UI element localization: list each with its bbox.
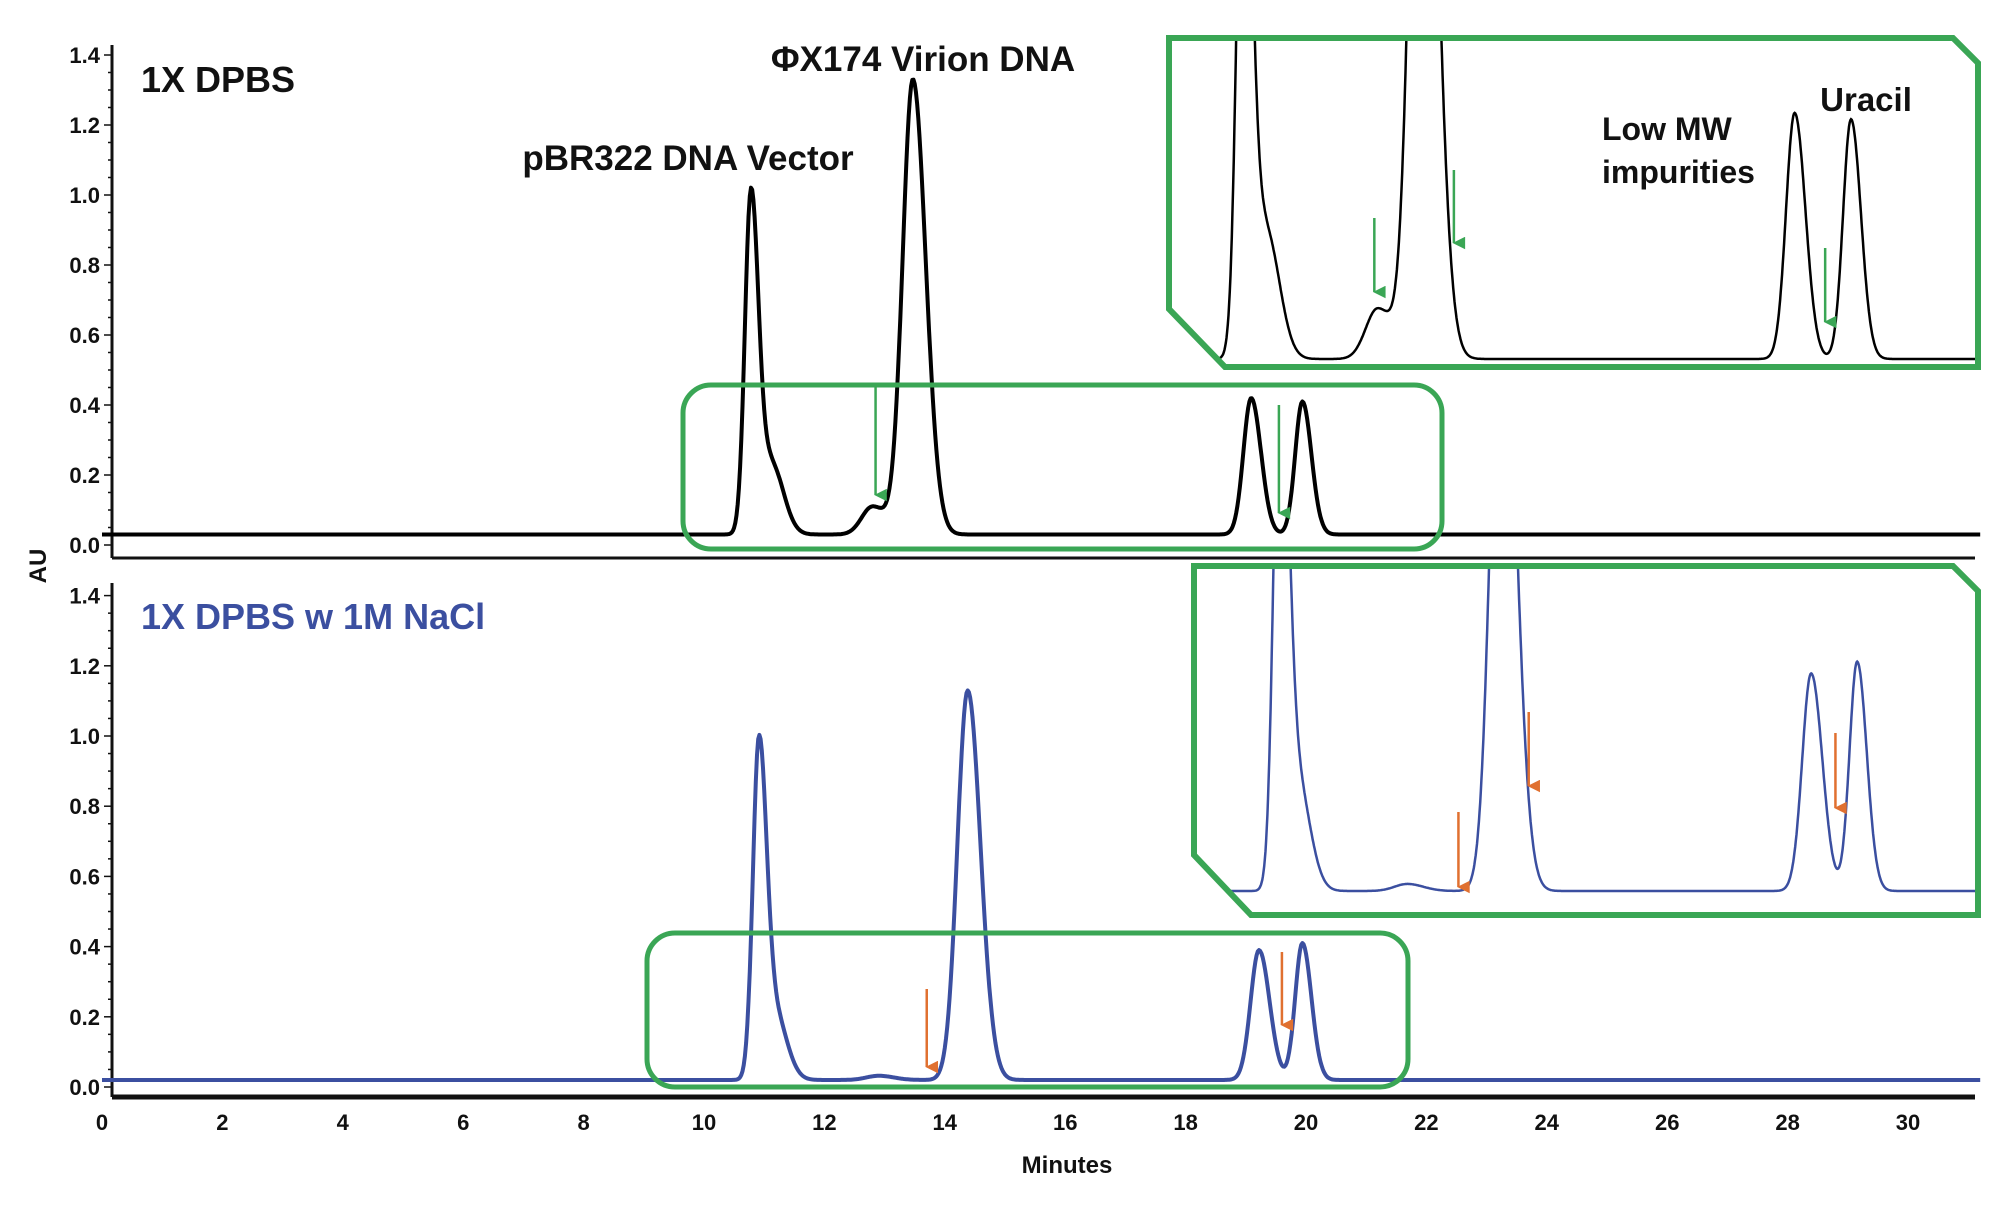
annotation-pbr322: pBR322 DNA Vector — [522, 139, 854, 178]
inset-background-top — [1169, 38, 1978, 367]
y-tick-label-bottom: 0.2 — [69, 1005, 100, 1030]
y-tick-label-bottom: 0.6 — [69, 864, 100, 889]
y-tick-label-top: 1.4 — [69, 43, 100, 68]
annotation-low-mw-2: impurities — [1602, 154, 1755, 190]
x-tick-label: 16 — [1053, 1110, 1077, 1135]
panel-title-bottom: 1X DPBS w 1M NaCl — [141, 596, 485, 637]
inset-top — [1169, 38, 1978, 367]
x-tick-label: 26 — [1655, 1110, 1679, 1135]
annotation-phix174: ΦX174 Virion DNA — [771, 40, 1075, 79]
x-tick-label: 10 — [692, 1110, 716, 1135]
x-tick-label: 18 — [1173, 1110, 1197, 1135]
x-tick-label: 8 — [577, 1110, 589, 1135]
x-tick-label: 22 — [1414, 1110, 1438, 1135]
x-tick-label: 12 — [812, 1110, 836, 1135]
y-tick-label-bottom: 1.4 — [69, 584, 100, 609]
y-tick-label-bottom: 0.4 — [69, 935, 100, 960]
x-tick-label: 6 — [457, 1110, 469, 1135]
trace-top — [101, 77, 1981, 537]
trace-bottom — [101, 688, 1981, 1082]
inset-background-bottom — [1194, 566, 1978, 915]
x-tick-label: 2 — [216, 1110, 228, 1135]
x-tick-label: 24 — [1535, 1110, 1560, 1135]
highlight-box-bottom — [644, 930, 1411, 1090]
x-tick-label: 20 — [1294, 1110, 1318, 1135]
y-tick-label-top: 0.4 — [69, 393, 100, 418]
y-tick-label-top: 0.0 — [69, 533, 100, 558]
annotation-uracil: Uracil — [1820, 81, 1912, 118]
y-tick-label-top: 0.6 — [69, 323, 100, 348]
y-tick-label-top: 0.2 — [69, 463, 100, 488]
x-tick-label: 14 — [933, 1110, 958, 1135]
x-tick-label: 0 — [96, 1110, 108, 1135]
x-tick-label: 28 — [1775, 1110, 1799, 1135]
y-tick-label-bottom: 0.8 — [69, 794, 100, 819]
inset-frame-bottom — [1191, 563, 1981, 918]
annotation-low-mw-1: Low MW — [1602, 111, 1733, 147]
y-axis-label: AU — [25, 549, 52, 584]
x-axis-label: Minutes — [1022, 1152, 1113, 1179]
y-tick-label-bottom: 0.0 — [69, 1075, 100, 1100]
y-tick-label-bottom: 1.0 — [69, 724, 100, 749]
x-tick-label: 4 — [337, 1110, 350, 1135]
inset-bottom — [1194, 566, 1978, 915]
y-tick-label-top: 1.0 — [69, 183, 100, 208]
y-tick-label-bottom: 1.2 — [69, 654, 100, 679]
inset-frame-top — [1166, 35, 1981, 370]
inset-trace-top — [1169, 38, 1978, 361]
panel-title-top: 1X DPBS — [141, 59, 295, 100]
y-tick-label-top: 0.8 — [69, 253, 100, 278]
x-tick-label: 30 — [1896, 1110, 1920, 1135]
y-tick-label-top: 1.2 — [69, 113, 100, 138]
highlight-box-top — [680, 382, 1445, 552]
inset-trace-bottom — [1194, 566, 1978, 893]
